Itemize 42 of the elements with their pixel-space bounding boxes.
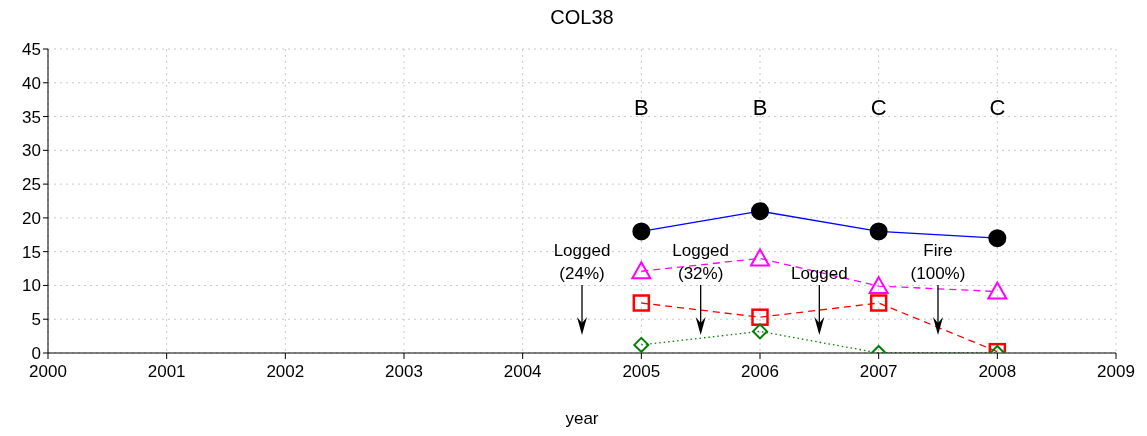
y-tick-label: 30 — [22, 141, 41, 161]
point — [632, 222, 651, 241]
point — [987, 281, 1008, 300]
point — [988, 229, 1007, 248]
point — [751, 202, 769, 221]
y-tick-label: 15 — [22, 242, 41, 262]
point — [631, 261, 652, 280]
x-tick-label: 2008 — [978, 362, 1017, 382]
x-tick-label: 2005 — [622, 362, 661, 382]
x-tick-label: 2009 — [1097, 362, 1135, 382]
annotation: C — [989, 94, 1006, 120]
annotation: C — [870, 94, 887, 120]
x-tick-label: 2000 — [29, 362, 67, 382]
x-axis-title: year — [565, 409, 599, 428]
point — [869, 294, 888, 312]
point — [750, 248, 770, 267]
y-tick-label: 35 — [22, 107, 41, 127]
y-tick-label: 20 — [22, 208, 41, 228]
ref-line-label: Logged (32%) — [672, 240, 730, 283]
x-tick-label: 2003 — [385, 362, 423, 382]
y-tick-label: 0 — [31, 344, 41, 364]
y-tick-label: 40 — [22, 73, 41, 93]
point — [633, 336, 650, 353]
annotation: B — [752, 94, 768, 120]
x-tick-label: 2002 — [266, 362, 305, 382]
point — [869, 222, 888, 241]
annotation: B — [633, 94, 649, 120]
point — [868, 276, 889, 295]
y-tick-label: 10 — [22, 276, 41, 296]
ref-line-label: Fire (100%) — [910, 240, 966, 283]
y-tick-label: 25 — [22, 175, 41, 195]
y-tick-label: 45 — [22, 40, 41, 60]
chart-title: COL38 — [549, 6, 615, 29]
y-tick-label: 5 — [31, 310, 41, 330]
x-tick-label: 2007 — [859, 362, 898, 382]
point — [751, 308, 769, 326]
ref-line-label: Logged (24%) — [553, 240, 611, 283]
point — [752, 323, 768, 340]
point — [632, 294, 651, 312]
x-tick-label: 2006 — [741, 362, 779, 382]
x-tick-label: 2001 — [147, 362, 186, 382]
x-tick-label: 2004 — [503, 362, 542, 382]
